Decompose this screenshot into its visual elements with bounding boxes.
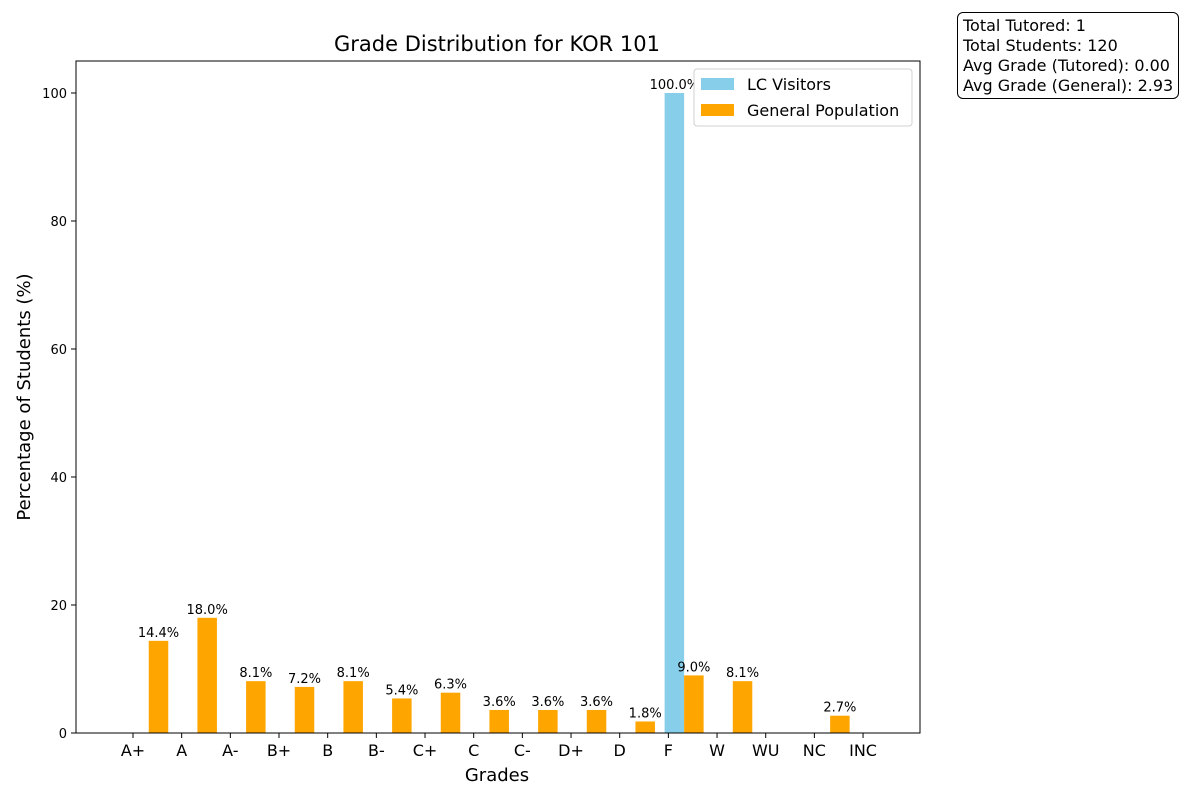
legend-swatch-general-population bbox=[701, 104, 734, 116]
y-tick-label-20: 20 bbox=[50, 599, 67, 614]
bar-label-general-population-d-plus: 3.6% bbox=[580, 695, 613, 710]
y-tick-label-40: 40 bbox=[50, 471, 67, 486]
bar-general-population-c-plus bbox=[440, 692, 461, 733]
x-tick-label-c: C bbox=[468, 741, 479, 760]
x-tick-label-d-plus: D+ bbox=[558, 741, 584, 760]
legend: LC Visitors General Population bbox=[693, 68, 913, 127]
x-tick-label-a-plus: A+ bbox=[121, 741, 145, 760]
bar-general-population-c bbox=[489, 709, 509, 733]
y-axis-label: Percentage of Students (%) bbox=[14, 273, 35, 520]
bar-label-general-population-c: 3.6% bbox=[483, 695, 516, 710]
bar-general-population-d bbox=[635, 721, 655, 733]
bar-labels-layer: 100.0% 14.4% 18.0% 8.1% 7.2% 8.1% 5.4% 6.3% 3.6%… bbox=[138, 78, 857, 721]
bar-label-general-population-f: 9.0% bbox=[677, 660, 710, 675]
bar-label-general-population-b-plus: 7.2% bbox=[288, 672, 321, 687]
y-axis: 0 20 40 60 80 100 bbox=[42, 87, 76, 742]
bar-general-population-a-plus bbox=[148, 640, 169, 733]
x-tick-label-d: D bbox=[614, 741, 626, 760]
summary-stats-box: Total Tutored: 1 Total Students: 120 Avg… bbox=[957, 12, 1180, 99]
x-axis: A+ A A- B+ B B- C+ C C- D+ D F W WU NC INC bbox=[121, 733, 877, 760]
x-tick-label-b-minus: B- bbox=[368, 741, 385, 760]
x-tick-label-c-plus: C+ bbox=[413, 741, 438, 760]
x-tick-label-b-plus: B+ bbox=[267, 741, 291, 760]
legend-swatch-lc-visitors bbox=[701, 78, 734, 90]
x-tick-label-f: F bbox=[664, 741, 673, 760]
bar-label-general-population-a-minus: 8.1% bbox=[239, 666, 272, 681]
bars-layer bbox=[148, 93, 850, 733]
bar-general-population-w bbox=[732, 681, 753, 733]
legend-label-general-population: General Population bbox=[747, 101, 899, 120]
bar-lc-visitors-f bbox=[664, 93, 685, 733]
bar-label-general-population-a-plus: 14.4% bbox=[138, 626, 179, 641]
x-tick-label-nc: NC bbox=[803, 741, 826, 760]
bar-label-general-population-a: 18.0% bbox=[187, 603, 228, 618]
bar-label-general-population-w: 8.1% bbox=[726, 666, 759, 681]
x-axis-label: Grades bbox=[465, 765, 529, 786]
x-tick-label-w: W bbox=[709, 741, 725, 760]
y-tick-label-80: 80 bbox=[50, 215, 67, 230]
bar-general-population-b-minus bbox=[392, 698, 412, 733]
avg-grade-tutored-text: Avg Grade (Tutored): 0.00 bbox=[963, 56, 1170, 75]
bar-general-population-a-minus bbox=[246, 681, 266, 733]
x-tick-label-a-minus: A- bbox=[222, 741, 238, 760]
avg-grade-general-text: Avg Grade (General): 2.93 bbox=[963, 76, 1174, 95]
bar-general-population-b-plus bbox=[294, 686, 315, 733]
bar-label-general-population-d: 1.8% bbox=[629, 706, 662, 721]
bar-general-population-c-minus bbox=[538, 709, 558, 733]
bar-general-population-b bbox=[343, 681, 363, 733]
x-tick-label-inc: INC bbox=[849, 741, 877, 760]
legend-frame bbox=[693, 68, 913, 127]
y-tick-label-100: 100 bbox=[42, 87, 67, 102]
bar-label-general-population-b: 8.1% bbox=[337, 666, 370, 681]
total-tutored-text: Total Tutored: 1 bbox=[963, 16, 1086, 35]
bar-label-general-population-nc: 2.7% bbox=[823, 701, 856, 716]
x-tick-label-wu: WU bbox=[752, 741, 780, 760]
bar-label-general-population-c-plus: 6.3% bbox=[434, 678, 467, 693]
bar-general-population-f bbox=[684, 675, 704, 733]
x-tick-label-b: B bbox=[322, 741, 333, 760]
x-tick-label-c-minus: C- bbox=[514, 741, 531, 760]
bar-general-population-a bbox=[197, 617, 217, 733]
total-students-text: Total Students: 120 bbox=[963, 36, 1118, 55]
chart-title: Grade Distribution for KOR 101 bbox=[334, 32, 660, 56]
bar-general-population-nc bbox=[830, 715, 850, 733]
bar-label-general-population-c-minus: 3.6% bbox=[531, 695, 564, 710]
y-tick-label-0: 0 bbox=[59, 727, 67, 742]
bar-general-population-d-plus bbox=[586, 709, 607, 733]
plot-frame bbox=[75, 60, 921, 734]
y-tick-label-60: 60 bbox=[50, 343, 67, 358]
bar-label-lc-visitors-f: 100.0% bbox=[650, 78, 700, 93]
bar-label-general-population-b-minus: 5.4% bbox=[385, 683, 418, 698]
x-tick-label-a: A bbox=[176, 741, 187, 760]
legend-label-lc-visitors: LC Visitors bbox=[747, 75, 831, 94]
